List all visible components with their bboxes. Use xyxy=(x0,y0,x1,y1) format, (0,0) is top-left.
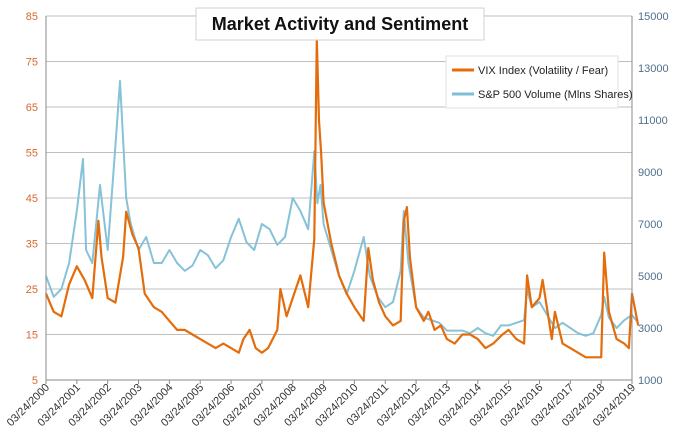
y-right-tick-label: 13000 xyxy=(638,63,669,75)
title-frame xyxy=(195,7,485,41)
chart-title: Market Activity and Sentiment xyxy=(212,14,468,34)
y-left-tick-label: 55 xyxy=(26,148,38,160)
y-left-tick-label: 85 xyxy=(26,11,38,23)
y-right-tick-label: 9000 xyxy=(638,167,662,179)
y-right-tick-label: 3000 xyxy=(638,323,662,335)
y-right-tick-label: 5000 xyxy=(638,271,662,283)
y-right-tick-label: 11000 xyxy=(638,115,668,127)
legend: VIX Index (Volatility / Fear) S&P 500 Vo… xyxy=(445,55,632,109)
y-left-tick-label: 5 xyxy=(32,375,38,387)
y-left-tick-label: 15 xyxy=(26,330,38,342)
y-right-tick-label: 7000 xyxy=(638,219,662,231)
title-box: Market Activity and Sentiment xyxy=(195,7,485,41)
y-right-tick-label: 15000 xyxy=(638,11,669,23)
series-line-vix xyxy=(44,37,640,359)
series-group xyxy=(44,37,640,359)
y-right-tick-label: 1000 xyxy=(638,375,662,387)
y-left-tick-label: 75 xyxy=(26,57,38,69)
legend-label-vix: VIX Index (Volatility / Fear) xyxy=(478,65,608,77)
legend-label-volume: S&P 500 Volume (Mlns Shares) xyxy=(478,89,632,101)
y-left-tick-label: 35 xyxy=(26,239,38,251)
y-left-tick-label: 45 xyxy=(26,193,38,205)
y-left-tick-label: 25 xyxy=(26,284,38,296)
legend-frame xyxy=(445,55,619,109)
y-left-tick-label: 65 xyxy=(26,102,38,114)
